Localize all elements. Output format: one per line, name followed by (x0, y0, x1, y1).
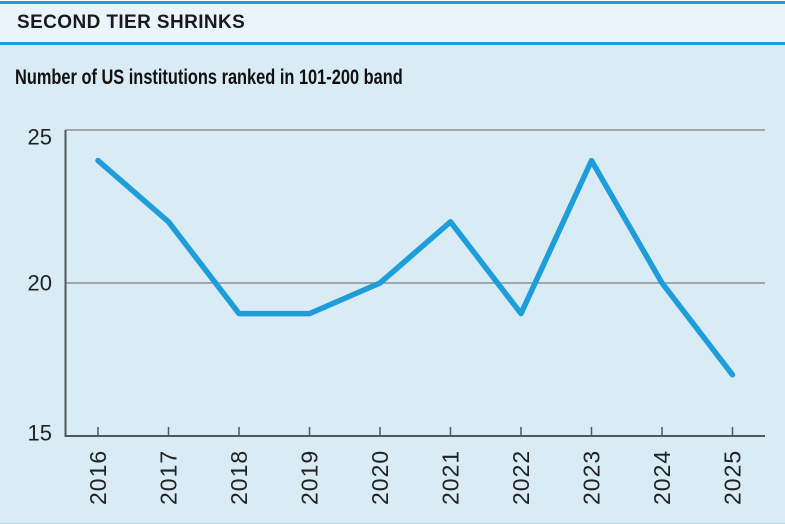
x-axis-tick-label: 2020 (367, 450, 393, 505)
x-axis-tick-label: 2019 (297, 450, 323, 505)
header-band: SECOND TIER SHRINKS (0, 4, 785, 42)
x-axis-tick-label: 2025 (720, 450, 746, 505)
y-axis-tick-label: 25 (28, 125, 52, 150)
header-rule-bottom (0, 42, 785, 45)
top-edge-strip (0, 0, 785, 1)
x-axis-tick-label: 2021 (438, 450, 464, 505)
x-axis-tick-label: 2023 (579, 450, 605, 505)
x-axis-tick-label: 2022 (508, 450, 534, 505)
x-axis-tick-label: 2016 (85, 450, 111, 505)
y-axis-tick-label: 20 (28, 271, 52, 296)
x-axis-tick-label: 2018 (226, 450, 252, 505)
chart-subtitle: Number of US institutions ranked in 101-… (15, 66, 403, 89)
x-axis-tick-label: 2017 (156, 450, 182, 505)
header-rule-top (0, 1, 785, 4)
x-axis-tick-label: 2024 (649, 450, 675, 505)
y-axis-tick-label: 15 (28, 421, 52, 446)
chart-title: SECOND TIER SHRINKS (17, 12, 246, 33)
data-line-series (95, 157, 736, 378)
